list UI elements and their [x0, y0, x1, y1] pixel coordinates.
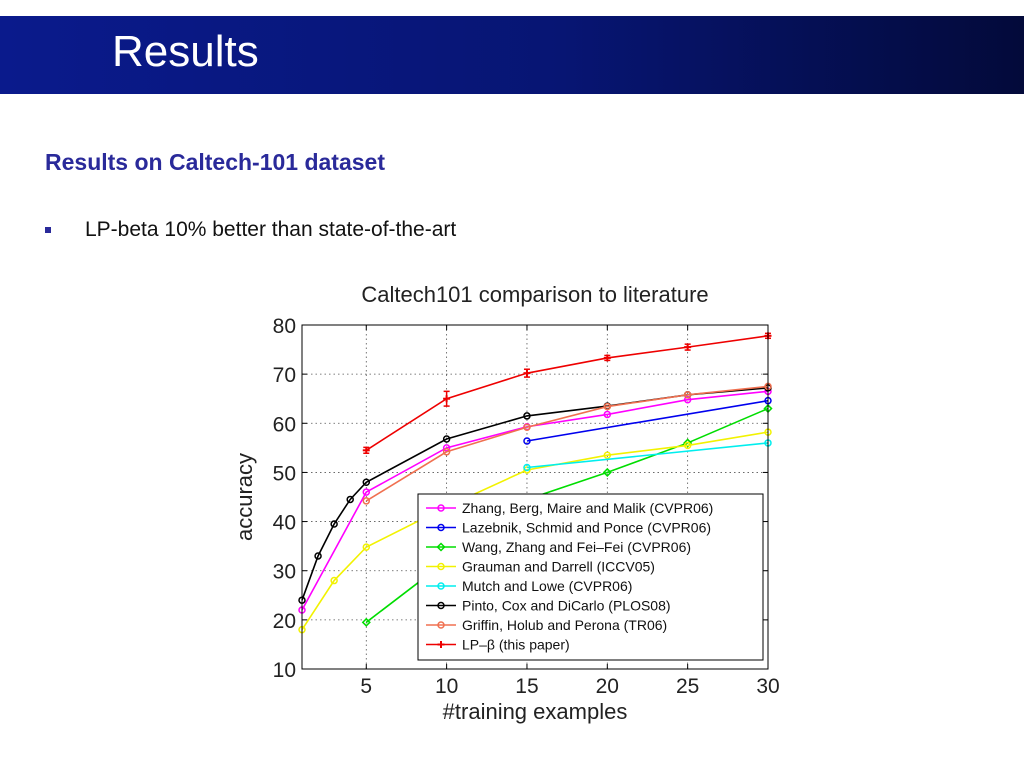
data-point [437, 562, 445, 571]
data-point [523, 412, 531, 420]
data-point [437, 601, 445, 610]
data-point [330, 520, 338, 528]
data-point [683, 441, 692, 450]
legend-label: Wang, Zhang and Fei–Fei (CVPR06) [462, 539, 691, 555]
x-tick-label: 15 [515, 675, 538, 698]
plot-frame [301, 324, 769, 670]
data-point [603, 410, 612, 419]
y-tick-label: 10 [273, 659, 296, 682]
y-tick-label: 70 [273, 364, 296, 387]
y-tick-label: 40 [273, 512, 296, 535]
bullet-text: LP-beta 10% better than state-of-the-art [85, 218, 457, 241]
legend-label: LP–β (this paper) [462, 637, 570, 653]
line-chart: Caltech101 comparison to literature #trai… [232, 282, 780, 724]
data-point [442, 448, 451, 456]
series-line [526, 399, 769, 442]
data-point [362, 478, 371, 487]
data-point [330, 576, 338, 585]
series-7 [362, 332, 772, 455]
data-point [362, 543, 371, 551]
data-point [442, 435, 451, 443]
legend-label: Grauman and Darrell (ICCV05) [462, 559, 655, 575]
x-axis-label: #training examples [443, 699, 628, 724]
series-line [365, 385, 769, 502]
data-point [442, 444, 451, 452]
legend-box [417, 493, 764, 661]
x-tick-label: 25 [676, 675, 699, 698]
legend: Zhang, Berg, Maire and Malik (CVPR06) Laz… [417, 493, 764, 661]
slide-title: Results [112, 27, 259, 76]
data-point [362, 488, 371, 496]
data-point [683, 395, 692, 404]
series-line [301, 431, 769, 631]
data-point [523, 463, 531, 472]
data-point [437, 523, 445, 532]
legend-label: Pinto, Cox and DiCarlo (PLOS08) [462, 598, 671, 614]
y-axis-label: accuracy [232, 453, 257, 541]
data-point [603, 451, 612, 459]
slide-subtitle: Results on Caltech-101 dataset [45, 149, 386, 175]
title-banner [0, 16, 1024, 94]
legend-label: Mutch and Lowe (CVPR06) [462, 578, 632, 594]
data-point [523, 423, 531, 431]
x-tick-label: 20 [596, 675, 619, 698]
square-bullet-icon [45, 227, 51, 233]
data-point [437, 504, 445, 512]
data-point [603, 402, 612, 411]
y-tick-label: 80 [273, 315, 296, 338]
legend-label: Zhang, Berg, Maire and Malik (CVPR06) [462, 500, 713, 516]
data-point [523, 437, 531, 445]
data-point [683, 391, 692, 399]
y-tick-label: 60 [273, 413, 296, 436]
series-line [365, 335, 769, 451]
y-tick-label: 30 [273, 561, 296, 584]
data-point [362, 497, 371, 505]
data-point [602, 467, 612, 477]
data-point [437, 582, 445, 590]
data-point [436, 542, 446, 552]
x-tick-label: 5 [360, 675, 372, 698]
y-tick-label: 20 [273, 610, 296, 633]
x-tick-label: 30 [756, 675, 779, 698]
y-tick-label: 50 [273, 462, 296, 485]
series-6 [362, 382, 772, 505]
data-point [683, 438, 693, 448]
series-3 [298, 428, 772, 634]
legend-label: Griffin, Holub and Perona (TR06) [462, 617, 667, 633]
legend-label: Lazebnik, Schmid and Ponce (CVPR06) [462, 520, 711, 536]
data-point [361, 617, 371, 627]
data-point [346, 495, 354, 504]
series-line [526, 442, 769, 469]
data-point [437, 621, 445, 629]
data-point [314, 552, 322, 560]
x-tick-label: 10 [435, 675, 458, 698]
chart-title: Caltech101 comparison to literature [361, 282, 708, 307]
